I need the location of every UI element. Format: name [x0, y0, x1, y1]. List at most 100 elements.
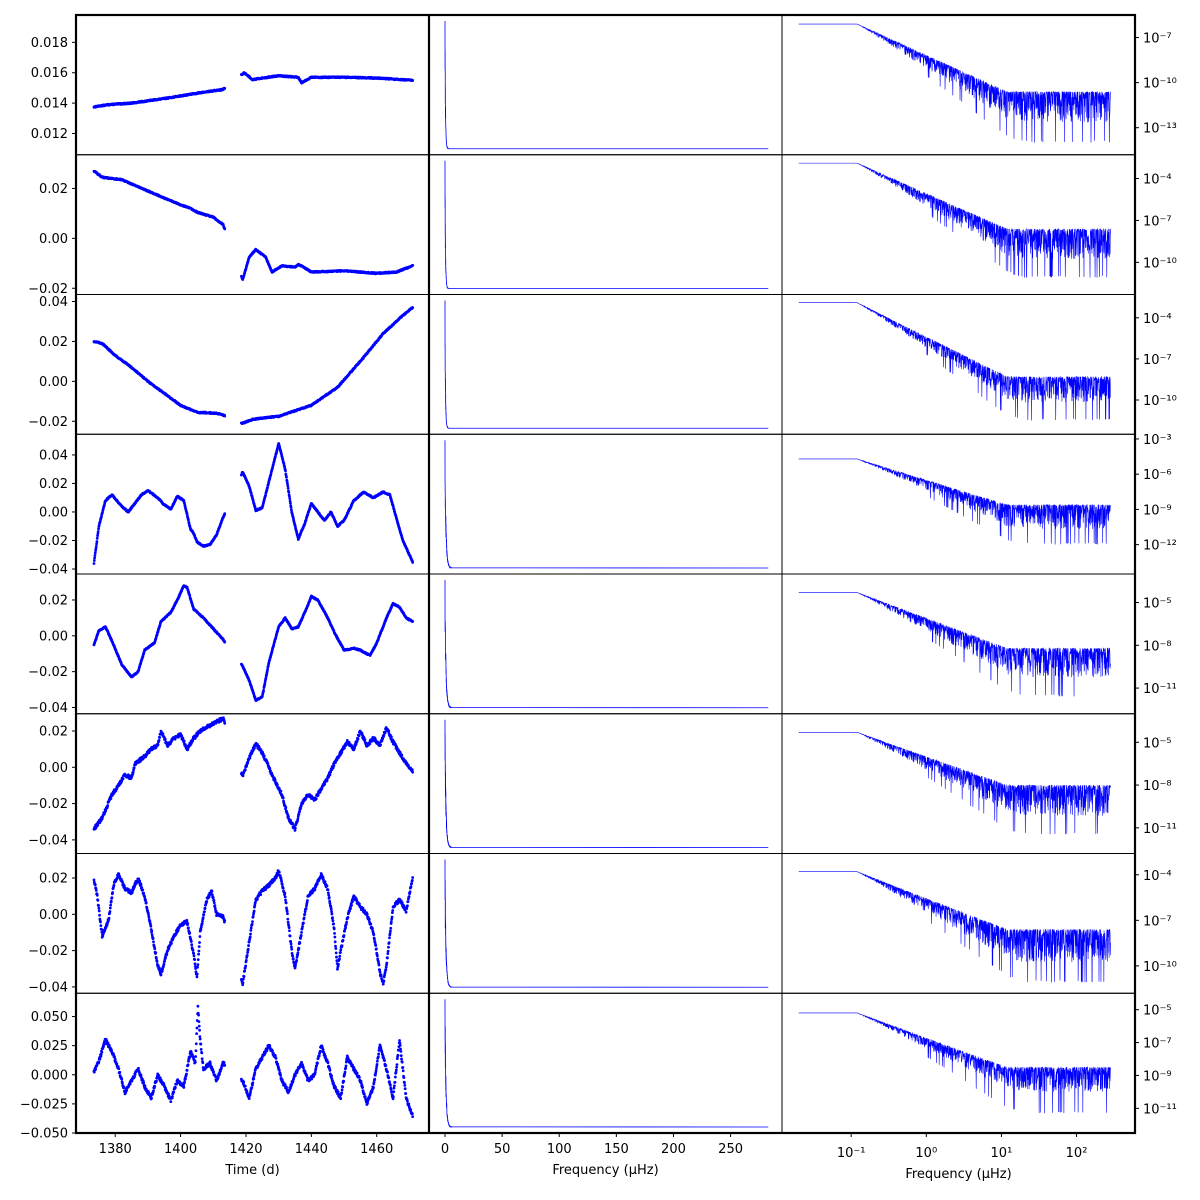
- y-tick-label-right: 10⁻¹⁰: [1143, 394, 1177, 409]
- y-tick-label: 0.016: [31, 66, 68, 81]
- light-curve-point: [95, 536, 99, 540]
- y-tick-label-right: 10⁻⁸: [1143, 639, 1172, 654]
- light-curve-point: [287, 490, 291, 494]
- panel-frame-r1-c3: [781, 14, 1136, 156]
- light-curve-point: [92, 559, 96, 562]
- light-curve-point: [132, 766, 136, 770]
- y-tick-label: −0.02: [28, 415, 68, 430]
- panel-frame-r1-c1: [75, 14, 430, 156]
- light-curve-point: [163, 738, 167, 741]
- panel-frame-r3-c3: [781, 294, 1136, 435]
- light-curve-point: [223, 227, 227, 231]
- panels: 0.0120.0140.0160.01810⁻¹³10⁻¹⁰10⁻⁷−0.020…: [20, 14, 1177, 1142]
- light-curve-point: [157, 739, 161, 742]
- y-tick-label-right: 10⁻¹⁰: [1143, 77, 1177, 92]
- light-curve-series: [92, 71, 415, 109]
- panel-frame-r3-c2: [428, 294, 783, 435]
- light-curve-point: [288, 497, 292, 501]
- light-curve-point: [411, 79, 415, 82]
- light-curve-point: [106, 804, 110, 807]
- light-curve-point: [156, 743, 160, 746]
- light-curve-point: [285, 475, 288, 479]
- power-spectrum-linear-line: [444, 440, 769, 569]
- y-tick-label-right: 10⁻⁹: [1143, 503, 1172, 518]
- light-curve-point: [93, 554, 97, 557]
- light-curve-point: [223, 512, 227, 516]
- light-curve-point: [223, 414, 227, 418]
- y-tick-label-right: 10⁻⁷: [1143, 353, 1172, 368]
- light-curve-point: [262, 689, 266, 692]
- y-tick-label: −0.04: [28, 563, 68, 578]
- light-curve-series: [92, 306, 415, 425]
- y-tick-label-right: 10⁻⁷: [1143, 32, 1172, 47]
- panel-frame-r4-c1: [75, 433, 430, 575]
- light-curve-point: [96, 823, 100, 827]
- light-curve-point: [284, 469, 287, 473]
- y-tick-label: 0.012: [31, 127, 68, 142]
- light-curve-point: [92, 562, 96, 565]
- y-tick-label-right: 10⁻³: [1143, 433, 1172, 448]
- power-spectrum-log-line: [798, 23, 1111, 143]
- y-tick-label-right: 10⁻⁵: [1143, 597, 1172, 612]
- panel-frame-r4-c3: [781, 433, 1136, 575]
- light-curve-series: [92, 169, 415, 281]
- y-tick-label: 0.00: [39, 505, 68, 520]
- y-tick-label: 0.02: [39, 477, 68, 492]
- y-tick-label: 0.04: [39, 295, 68, 310]
- y-tick-label: 0.00: [39, 629, 68, 644]
- panel-frame-r2-c2: [428, 154, 783, 295]
- light-curve-point: [289, 501, 292, 505]
- panel-frame-r2-c3: [781, 154, 1136, 295]
- y-tick-label: 0.02: [39, 182, 68, 197]
- y-tick-label-right: 10⁻¹¹: [1143, 682, 1177, 697]
- light-curve-series: [92, 584, 415, 702]
- light-curve-point: [223, 86, 227, 90]
- light-curve-point: [109, 797, 113, 800]
- light-curve-series: [92, 716, 415, 832]
- light-curve-series: [92, 442, 415, 565]
- y-tick-label-right: 10⁻¹³: [1143, 122, 1177, 137]
- row-4: −0.04 −0.02 0.00 0.02 0.04 10⁻¹² 10⁻⁹ 10⁻⁶ 10⁻³: [28, 433, 1177, 578]
- y-tick-label: 0.00: [39, 232, 68, 247]
- panel-frame-r5-c2: [428, 573, 783, 715]
- power-spectrum-linear-line: [444, 579, 769, 709]
- y-tick-label: 0.02: [39, 593, 68, 608]
- light-curve-point: [289, 506, 293, 509]
- y-tick-label-right: 10⁻⁷: [1143, 214, 1172, 229]
- light-curve-point: [286, 486, 290, 490]
- light-curve-point: [93, 551, 97, 555]
- y-tick-label: −0.04: [28, 701, 68, 716]
- light-curve-point: [121, 777, 125, 781]
- y-tick-label: 0.02: [39, 335, 68, 350]
- light-curve-point: [223, 640, 227, 644]
- light-curve-point: [286, 484, 290, 488]
- power-spectrum-linear-line: [444, 160, 769, 290]
- power-spectrum-log-line: [798, 162, 1111, 278]
- y-tick-label-right: 10⁻⁶: [1143, 468, 1172, 483]
- light-curve-point: [158, 736, 162, 739]
- panel-frame-r4-c2: [428, 433, 783, 575]
- light-curve-point: [96, 530, 100, 533]
- power-spectrum-linear-line: [444, 300, 769, 429]
- y-tick-label-right: 10⁻¹⁰: [1143, 256, 1177, 271]
- y-tick-label-right: 10⁻¹²: [1143, 539, 1177, 554]
- power-spectrum-log-line: [798, 302, 1111, 421]
- light-curve-point: [95, 540, 99, 543]
- y-tick-label-right: 10⁻⁴: [1143, 312, 1172, 327]
- power-spectrum-log-line: [798, 592, 1111, 697]
- y-tick-label: 0.04: [39, 448, 68, 463]
- light-curve-point: [411, 263, 415, 267]
- y-tick-label: −0.02: [28, 534, 68, 549]
- y-tick-label: −0.02: [28, 665, 68, 680]
- light-curve-point: [411, 306, 415, 309]
- panel-frame-r1-c2: [428, 14, 783, 156]
- y-tick-label-right: 10⁻⁴: [1143, 173, 1172, 188]
- light-curve-point: [94, 544, 98, 548]
- light-curve-point: [161, 732, 165, 736]
- light-curve-point: [411, 561, 415, 564]
- power-spectrum-log-line: [798, 458, 1111, 545]
- row-5: −0.04 −0.02 0.00 0.02 10⁻¹¹ 10⁻⁸ 10⁻⁵: [28, 573, 1177, 716]
